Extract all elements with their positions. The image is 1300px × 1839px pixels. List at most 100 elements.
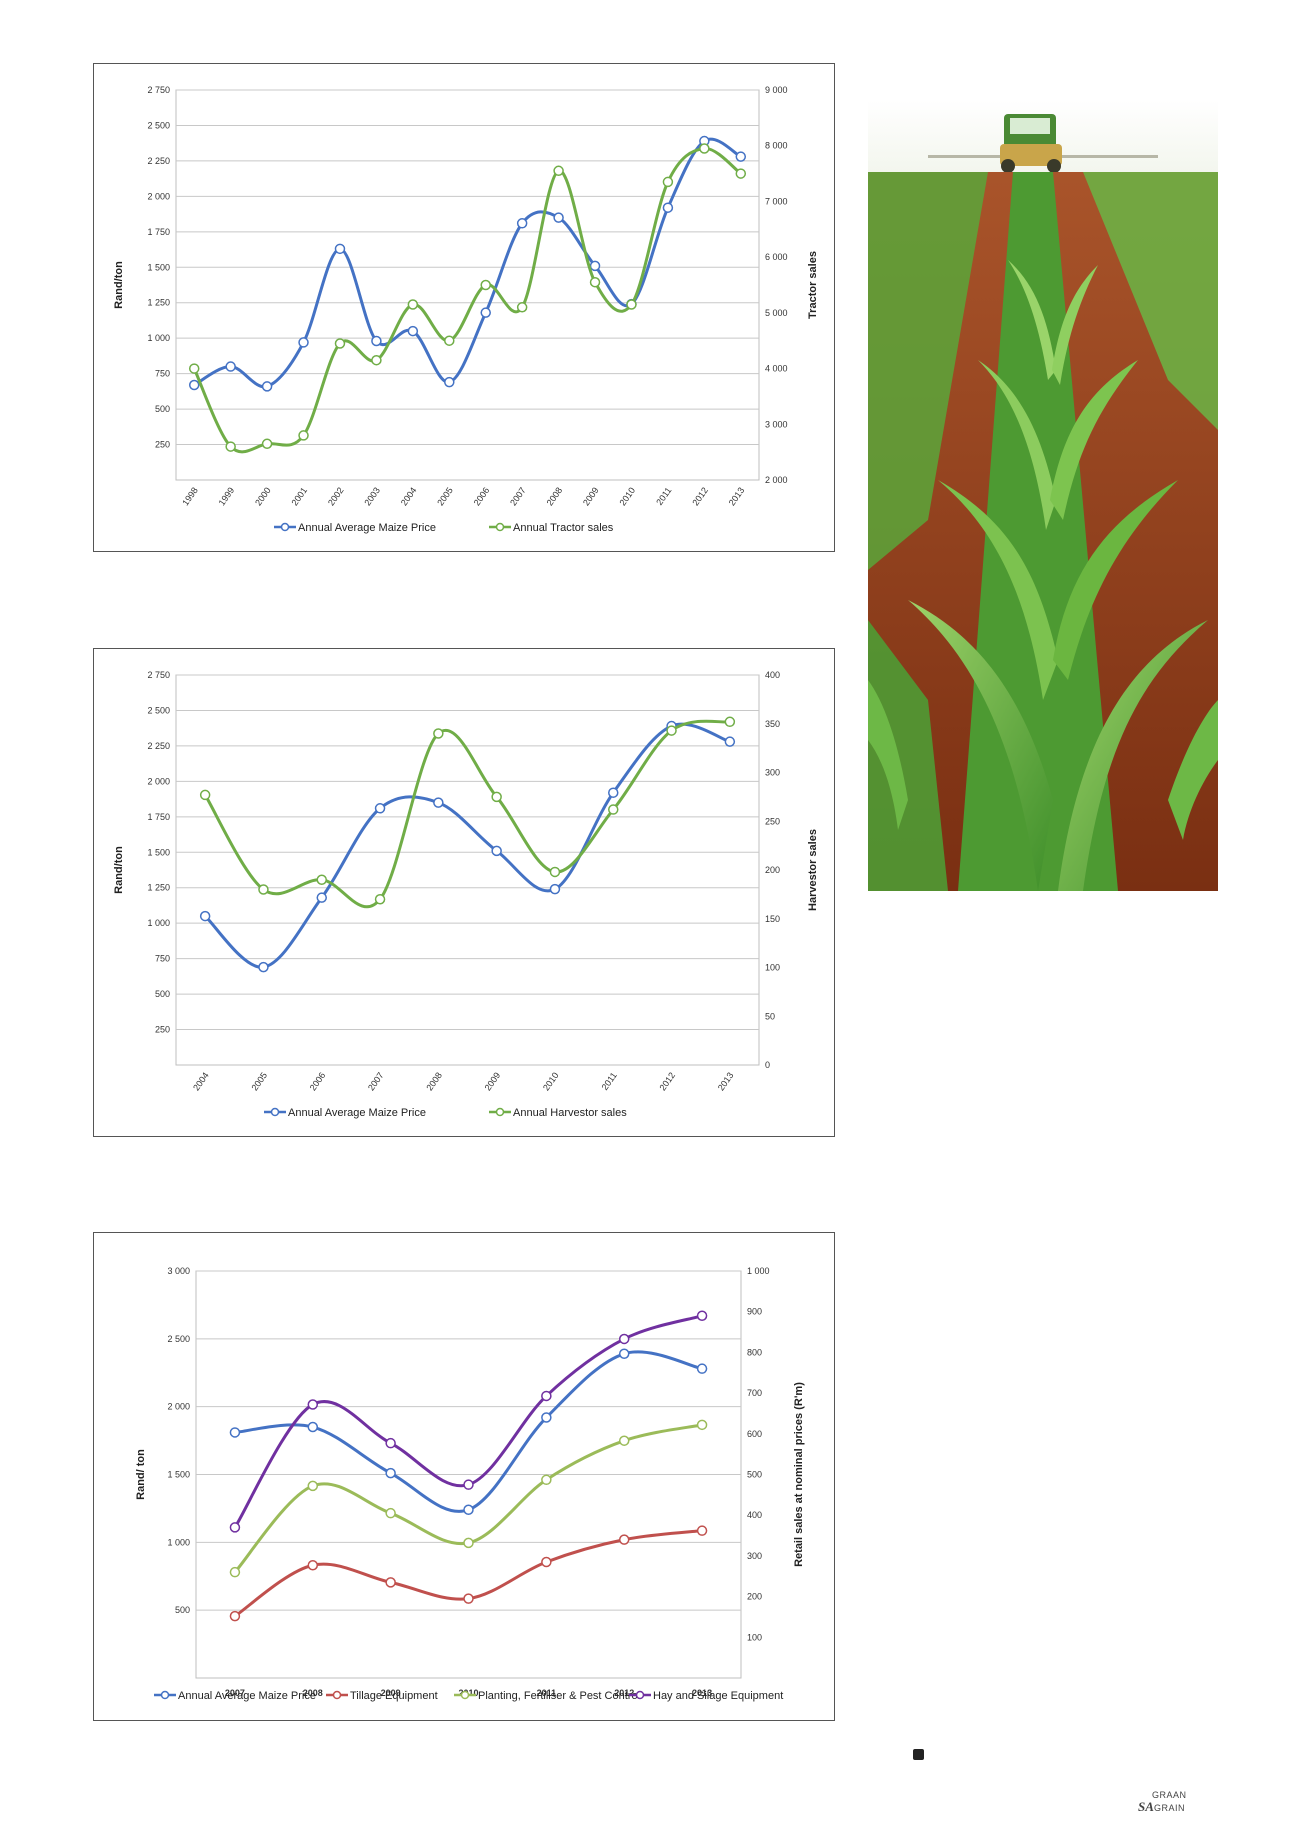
x-tick-label: 2000 [253,485,273,507]
y2-tick-label: 100 [747,1632,762,1642]
x-tick-label: 2002 [326,485,346,507]
y-tick-label: 1 750 [147,227,170,237]
x-tick-label: 2003 [362,485,382,507]
sa-graan-grain-logo: GRAAN SA GRAIN [1138,1790,1198,1818]
data-point [480,307,491,318]
data-point [662,176,674,188]
data-point [618,1333,630,1345]
y2-tick-label: 350 [765,719,780,729]
y-tick-label: 250 [155,1025,170,1035]
y2-tick-label: 400 [747,1510,762,1520]
x-tick-label: 2013 [727,485,747,507]
data-point [463,1537,474,1549]
y-tick-label: 3 000 [167,1266,190,1276]
data-point [626,299,637,310]
data-point [229,1522,241,1533]
legend-label: Hay and Silage Equipment [653,1690,783,1702]
y-tick-label: 500 [175,1605,190,1615]
data-point [553,165,564,177]
x-tick-label: 2012 [614,1688,634,1698]
series-line [204,722,731,969]
x-tick-label: 2005 [249,1070,269,1092]
x-tick-label: 1999 [217,485,237,507]
y2-tick-label: 600 [747,1429,762,1439]
logo-sa-text: SA [1138,1799,1154,1814]
y-tick-label: 2 750 [147,670,170,680]
logo-graan-text: GRAAN [1152,1790,1187,1800]
data-point [385,1507,396,1519]
y-tick-label: 750 [155,954,170,964]
data-point [258,961,269,973]
x-tick-label: 2013 [692,1688,712,1698]
legend-marker [460,1690,470,1700]
data-point [618,1534,630,1545]
tractor-sales-chart: 250 500 750 1 000 1 250 1 500 1 750 2 000 2 250 2… [93,63,835,552]
equipment-sales-chart-svg: 500 1 000 1 500 2 000 2 500 3 000 100 200 300 400… [135,1266,805,1702]
legend-label: Annual Harvestor sales [513,1107,627,1119]
legend-marker [495,522,505,532]
y-tick-label: 2 250 [147,156,170,166]
y-tick-label: 1 000 [147,918,170,928]
y2-tick-label: 300 [765,768,780,778]
data-point [444,376,455,388]
data-point [374,803,386,814]
data-point [188,379,200,391]
x-tick-label: 2007 [508,485,528,507]
y2-axis-title: Retail sales at nominal prices (R'm) [793,1382,805,1567]
legend-label: Annual Average Maize Price [288,1107,426,1119]
equipment-sales-chart: 500 1 000 1 500 2 000 2 500 3 000 100 200 300 400… [93,1232,835,1721]
data-point [541,1390,552,1402]
data-point [696,1525,708,1536]
y-tick-label: 1 500 [167,1470,190,1480]
data-point [463,1504,474,1516]
data-point [541,1556,552,1568]
data-point [258,884,269,895]
y2-tick-label: 1 000 [747,1266,770,1276]
data-point [480,279,491,291]
data-point [735,151,747,162]
data-point [662,202,674,213]
y-tick-label: 750 [155,369,170,379]
data-point [334,338,346,349]
series-line [203,719,731,909]
data-point [491,791,502,803]
y-tick-label: 2 500 [167,1334,190,1344]
data-point [589,260,601,272]
data-point [316,892,327,903]
y2-tick-label: 8 000 [765,141,788,151]
data-point [724,716,736,728]
y-tick-label: 1 000 [167,1537,190,1547]
data-point [699,143,710,154]
y2-tick-label: 800 [747,1347,762,1357]
data-point [261,438,273,450]
data-point [316,874,327,885]
data-point [433,728,444,739]
y2-tick-label: 50 [765,1011,775,1021]
x-tick-label: 2007 [366,1070,386,1092]
y-tick-label: 2 000 [167,1402,190,1412]
data-point [516,302,528,313]
y2-tick-label: 400 [765,670,780,680]
x-tick-label: 1998 [180,485,200,507]
data-point [666,725,677,736]
data-point [225,361,236,372]
y2-tick-label: 100 [765,963,780,973]
x-tick-label: 2008 [545,485,565,507]
data-point [618,1348,630,1360]
y-axis-title: Rand/ ton [135,1449,147,1500]
data-point [307,1399,319,1410]
legend-label: Annual Average Maize Price [178,1690,316,1702]
data-point [371,354,382,366]
data-point [188,363,200,374]
x-tick-label: 2010 [617,485,637,507]
data-point [199,789,211,801]
y2-tick-label: 500 [747,1470,762,1480]
data-point [374,894,386,905]
tractor-maize-field-icon [868,100,1218,891]
y2-tick-label: 200 [765,865,780,875]
y-tick-label: 1 500 [147,847,170,857]
x-tick-label: 2004 [399,485,419,507]
data-point [298,337,309,348]
x-tick-label: 2009 [581,485,601,507]
